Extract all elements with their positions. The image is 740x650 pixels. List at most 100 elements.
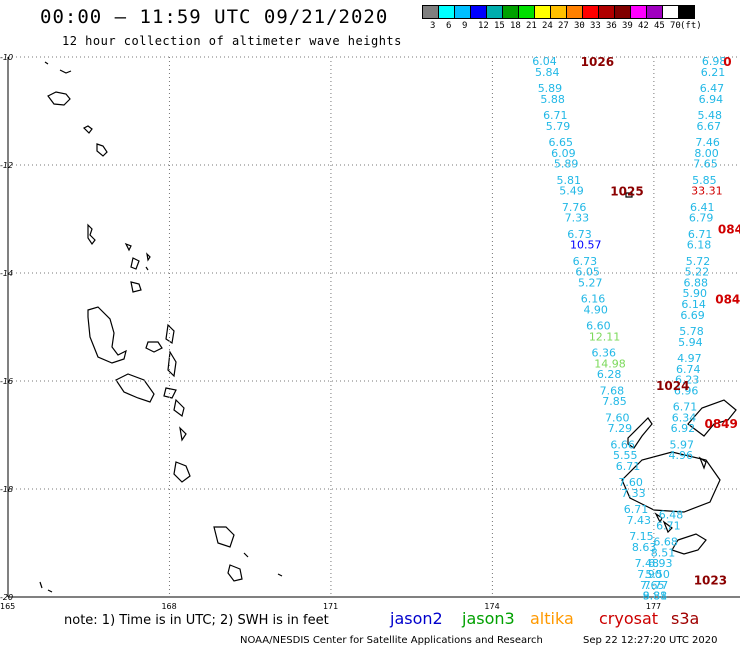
colorbar-label: 24 <box>542 21 553 31</box>
colorbar-label: 70 <box>670 21 681 31</box>
wave-height-value: 33.31 <box>691 185 723 198</box>
map-grid <box>7 56 740 598</box>
wave-height-value: 7.60 <box>605 411 630 424</box>
colorbar-label: 9 <box>462 21 468 31</box>
wave-height-value: 6.73 <box>573 255 598 268</box>
wave-height-value: 6.71 <box>688 228 713 241</box>
wave-height-value: 6.73 <box>567 228 592 241</box>
wave-height-value: 7.46 <box>695 136 720 149</box>
colorbar-swatch <box>678 5 695 19</box>
wave-height-value: 8.51 <box>651 546 676 559</box>
wave-height-colorbar <box>422 5 695 19</box>
wave-height-value: 6.79 <box>689 212 714 225</box>
wave-height-value: 8.81 <box>643 590 668 603</box>
pass-time-label: 1025 <box>610 185 643 199</box>
wave-height-value: 6.05 <box>575 266 600 279</box>
wave-tracks: 6.045.845.895.886.715.796.656.095.895.81… <box>532 55 726 603</box>
wave-height-value: 5.72 <box>686 255 711 268</box>
footer-credit: NOAA/NESDIS Center for Satellite Applica… <box>240 635 543 646</box>
wave-height-value: 5.90 <box>682 287 707 300</box>
footer-timestamp: Sep 22 12:27:20 UTC 2020 <box>583 635 718 646</box>
longitude-tick-label: 165 <box>0 602 15 611</box>
wave-height-value: 6.93 <box>648 557 673 570</box>
wave-height-value: 6.96 <box>674 384 699 397</box>
wave-height-value: 9.88 <box>643 590 668 603</box>
colorbar-label: 33 <box>590 21 601 31</box>
wave-height-value: 6.69 <box>680 309 705 322</box>
colorbar-label: 12 <box>478 21 489 31</box>
wave-height-value: 14.98 <box>594 357 626 370</box>
footer-note: note: 1) Time is in UTC; 2) SWH is in fe… <box>64 613 329 628</box>
longitude-tick-label: 177 <box>646 602 661 611</box>
wave-height-value: 5.88 <box>540 93 565 106</box>
wave-height-value: 7.90 <box>637 568 662 581</box>
colorbar-label: 39 <box>622 21 633 31</box>
wave-height-value: 5.89 <box>538 82 563 95</box>
satellite-s3a: s3a <box>671 609 700 628</box>
wave-height-value: 6.66 <box>610 438 635 451</box>
wave-height-value: 6.60 <box>586 320 611 333</box>
coastlines <box>39 61 737 593</box>
wave-height-value: 6.18 <box>687 239 712 252</box>
satellite-jason3: jason3 <box>462 609 515 628</box>
wave-height-value: 5.85 <box>692 174 717 187</box>
colorbar-label: 30 <box>574 21 585 31</box>
wave-height-value: 6.09 <box>551 147 576 160</box>
wave-height-value: 5.97 <box>670 438 695 451</box>
colorbar-label: (ft) <box>680 21 702 31</box>
island-outline <box>44 61 72 106</box>
wave-height-value: 6.04 <box>532 55 557 68</box>
wave-height-value: 6.28 <box>597 368 622 381</box>
wave-height-value: 5.79 <box>546 120 571 133</box>
latitude-tick-label: -20 <box>0 593 13 602</box>
wave-height-value: 6.71 <box>543 109 568 122</box>
wave-height-value: 4.90 <box>583 303 608 316</box>
wave-height-value: 7.77 <box>644 579 669 592</box>
pass-time-label: 0848 <box>715 293 740 307</box>
island-outline <box>82 125 108 157</box>
pass-time-label: 1023 <box>694 573 727 587</box>
colorbar-label: 3 <box>430 21 436 31</box>
latitude-tick-label: -14 <box>0 269 13 278</box>
wave-height-value: 6.65 <box>548 136 573 149</box>
wave-height-value: 6.71 <box>656 519 681 532</box>
wave-height-value: 5.89 <box>554 158 579 171</box>
wave-height-value: 5.50 <box>645 568 670 581</box>
pass-time-label: 1024 <box>656 379 689 393</box>
wave-height-value: 5.78 <box>679 325 704 338</box>
wave-height-value: 5.94 <box>678 336 703 349</box>
wave-height-value: 6.47 <box>700 82 725 95</box>
wave-height-value: 5.48 <box>698 109 723 122</box>
satellite-jason2: jason2 <box>390 609 443 628</box>
island-outline <box>87 223 151 293</box>
wave-height-value: 6.67 <box>696 120 721 133</box>
longitude-tick-label: 171 <box>323 602 338 611</box>
wave-height-value: 7.43 <box>627 514 652 527</box>
colorbar-label: 21 <box>526 21 537 31</box>
satellite-cryosat: cryosat <box>599 609 659 628</box>
longitude-tick-label: 174 <box>484 602 499 611</box>
wave-height-value: 6.74 <box>676 363 701 376</box>
colorbar-label: 36 <box>606 21 617 31</box>
wave-height-value: 6.68 <box>653 536 678 549</box>
island-outline <box>654 399 737 534</box>
wave-height-value: 6.48 <box>659 509 684 522</box>
wave-height-value: 5.55 <box>613 449 638 462</box>
colorbar-label: 27 <box>558 21 569 31</box>
latitude-tick-label: -16 <box>0 377 13 386</box>
colorbar-label: 45 <box>654 21 665 31</box>
pass-time-label: 1026 <box>581 55 614 69</box>
wave-height-value: 7.65 <box>693 158 718 171</box>
wave-height-value: 6.23 <box>675 374 700 387</box>
wave-height-value: 6.88 <box>684 276 709 289</box>
wave-height-value: 4.97 <box>677 352 702 365</box>
colorbar-label: 18 <box>510 21 521 31</box>
map-title: 00:00 – 11:59 UTC 09/21/2020 <box>40 6 389 28</box>
wave-height-value: 5.81 <box>557 174 582 187</box>
wave-height-value: 12.11 <box>589 330 621 343</box>
pass-time-label: 084 <box>718 222 740 236</box>
wave-height-value: 6.71 <box>616 460 641 473</box>
island-outline <box>627 417 653 449</box>
